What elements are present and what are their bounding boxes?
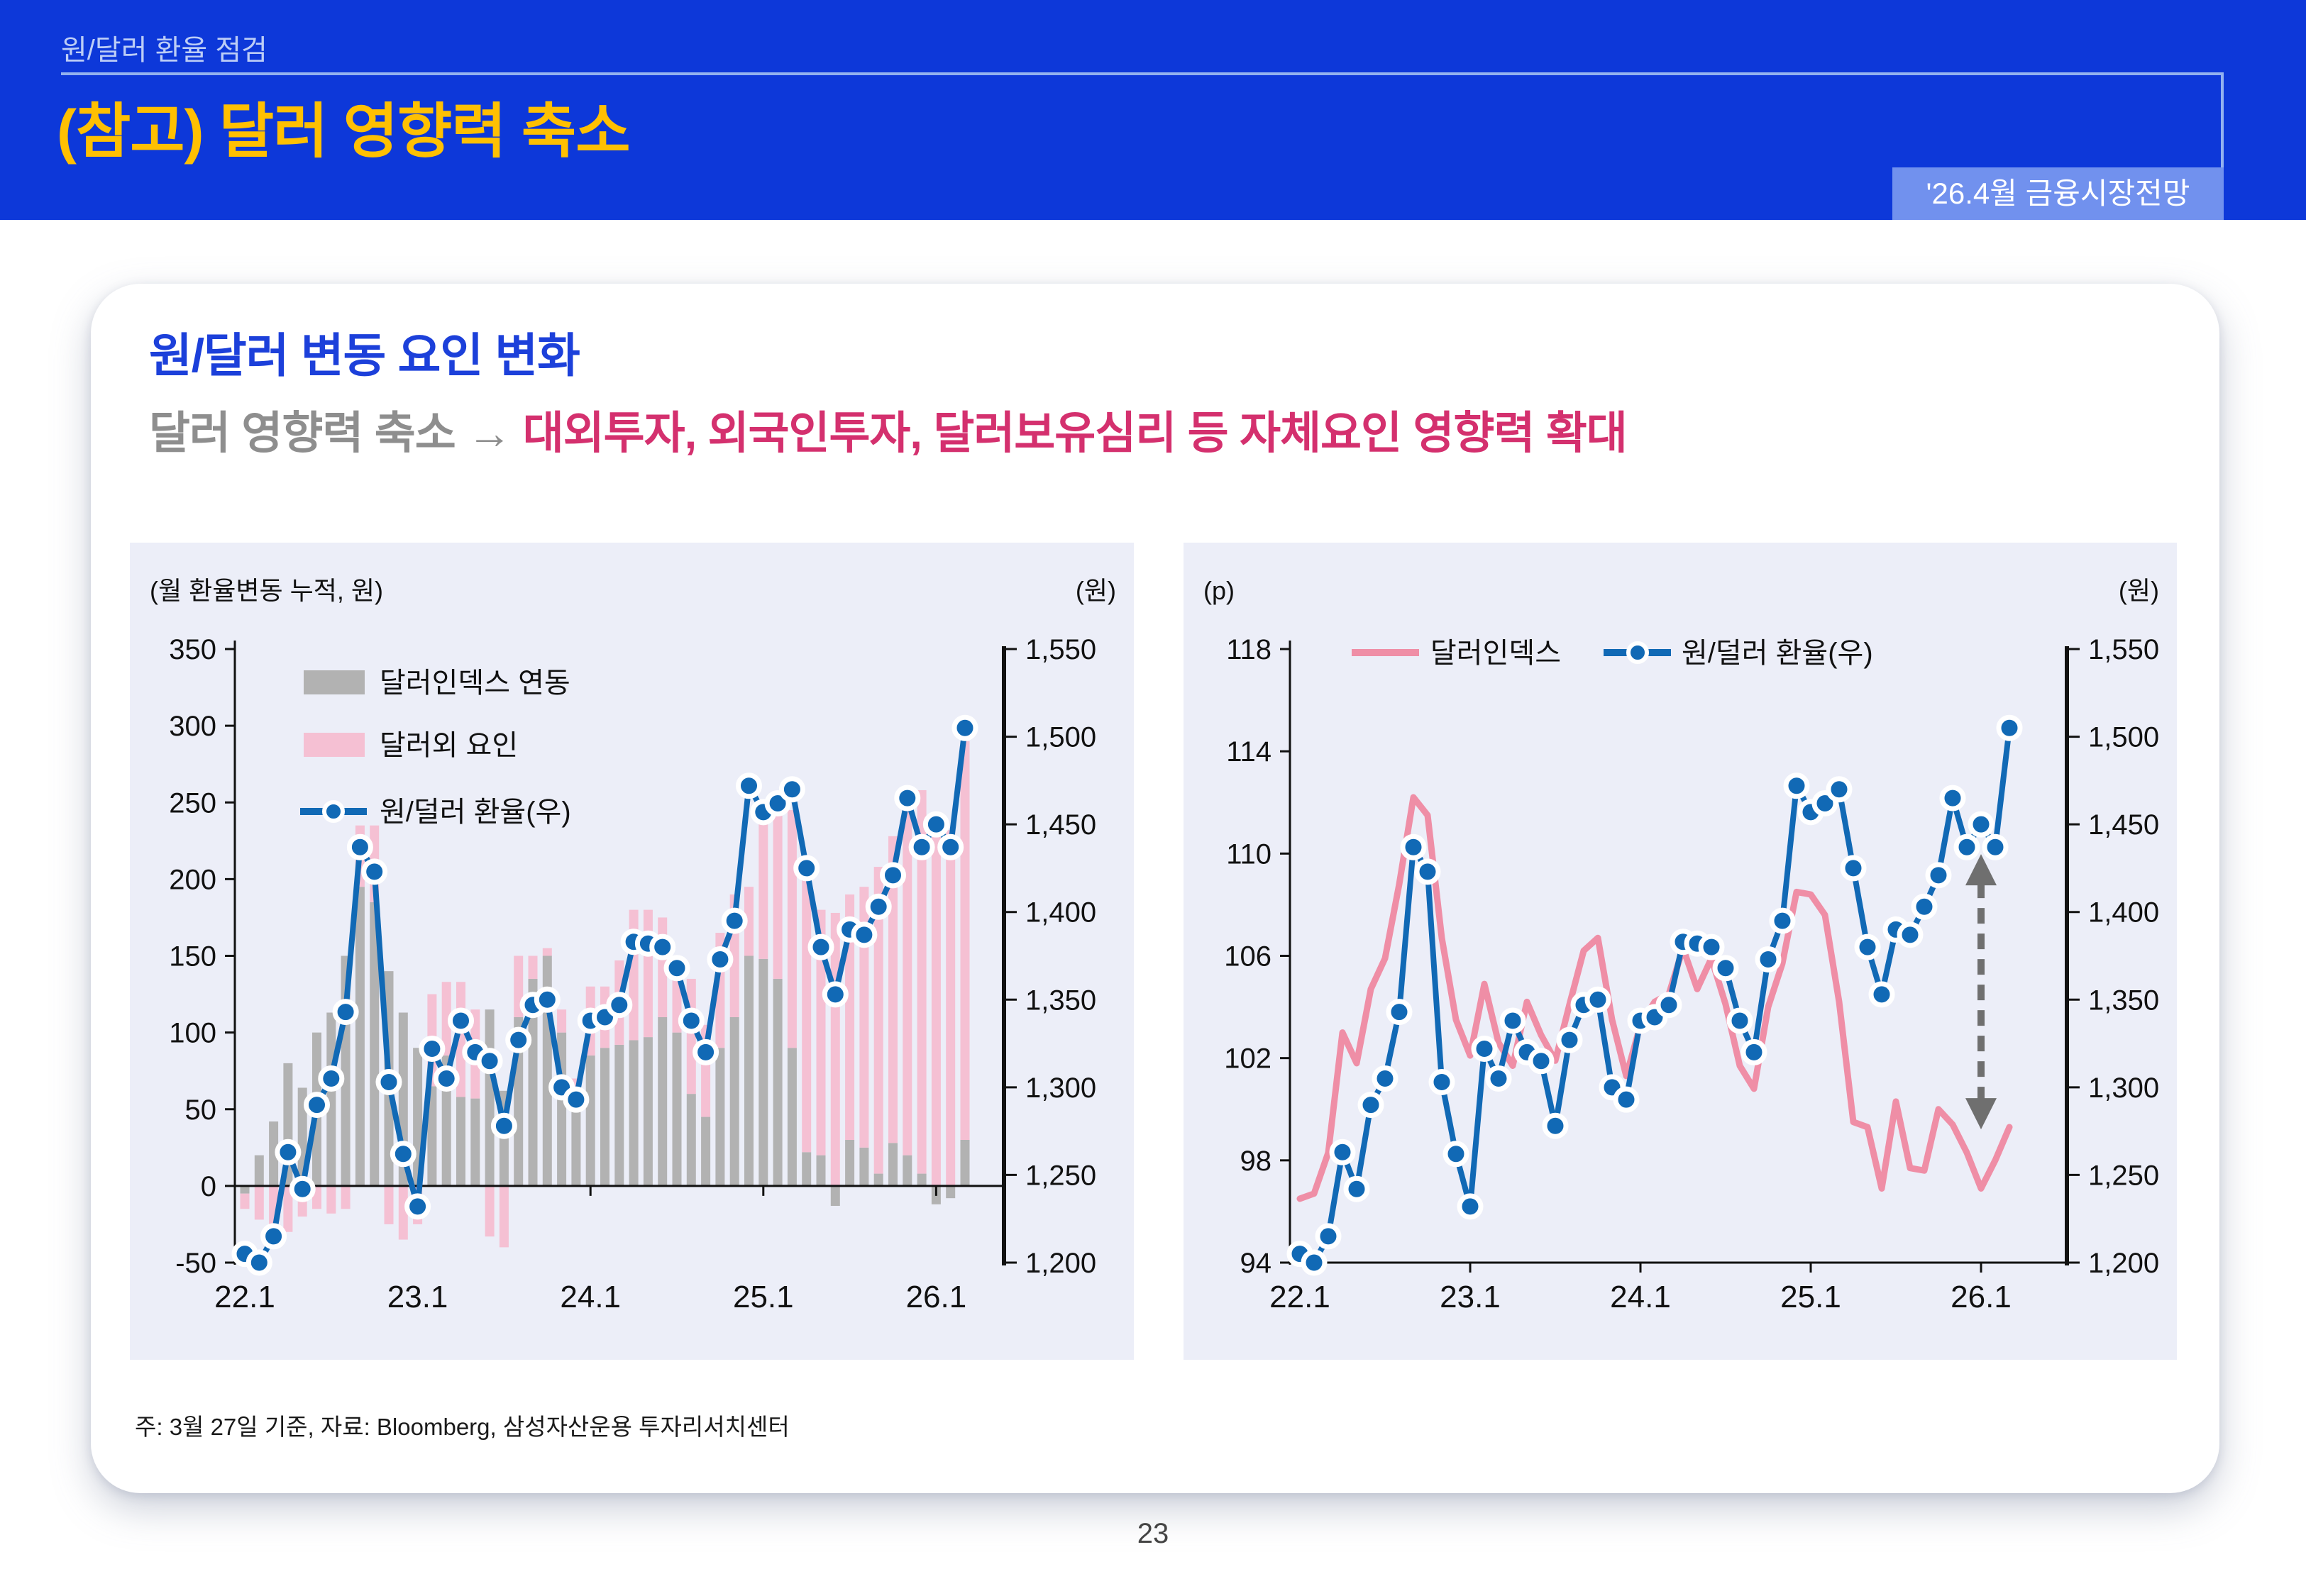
kicker-text: 원/달러 환율 점검: [61, 35, 267, 66]
header-rule: [61, 72, 2224, 75]
right-tick-label: 1,250: [2088, 1160, 2159, 1191]
right-tick-label: 1,550: [2088, 634, 2159, 665]
x-tick-label: 24.1: [560, 1280, 621, 1314]
card-subtitle-emphasis: 대외투자, 외국인투자, 달러보유심리 등 자체요인 영향력 확대: [522, 409, 1628, 458]
legend-label: 달러인덱스: [1430, 638, 1561, 669]
dollar-index-line: [1296, 794, 2013, 1202]
card-title: 원/달러 변동 요인 변화: [149, 329, 580, 382]
page-number: 23: [1137, 1518, 1169, 1549]
left-tick-label: 110: [1226, 838, 1271, 870]
right-tick-label: 1,500: [1025, 722, 1096, 753]
left-tick-label: 250: [169, 787, 216, 819]
legend-swatch-gray: [304, 670, 365, 694]
unit-left-label: (월 환율변동 누적, 원): [150, 576, 383, 605]
right-tick-label: 1,450: [1025, 809, 1096, 841]
legend-swatch-pink: [304, 733, 365, 757]
left-tick-label: -50: [175, 1248, 216, 1279]
right-tick-label: 1,300: [1025, 1073, 1096, 1104]
left-tick-label: 50: [185, 1095, 217, 1126]
right-tick-label: 1,200: [2088, 1248, 2159, 1279]
banner: 원/달러 환율 점검 (참고) 달러 영향력 축소 '26.4월 금융시장전망: [0, 0, 2306, 220]
left-tick-label: 350: [169, 634, 216, 665]
axes: -50 0 50 100 150 200 250 300 350 1,200 1,250 1,300 1…: [169, 634, 1096, 1314]
axes: 94 98 102 106 110 114 118 1,200 1,250 1,300 1,350 1…: [1224, 634, 2159, 1314]
right-tick-label: 1,550: [1025, 634, 1096, 665]
left-tick-label: 102: [1224, 1043, 1271, 1075]
legend-label: 달러외 요인: [380, 730, 518, 761]
card-subtitle: 달러 영향력 축소 → 대외투자, 외국인투자, 달러보유심리 등 자체요인 영…: [149, 397, 1628, 462]
gap-arrow: [1965, 854, 1997, 1130]
right-tick-label: 1,250: [1025, 1160, 1096, 1191]
x-tick-label: 26.1: [906, 1280, 967, 1314]
x-tick-label: 23.1: [387, 1280, 448, 1314]
legend: 달러인덱스 원/덜러 환율(우): [1352, 638, 1873, 669]
left-tick-label: 300: [169, 711, 216, 742]
right-tick-label: 1,400: [2088, 897, 2159, 929]
x-tick-label: 22.1: [214, 1280, 275, 1314]
right-tick-label: 1,200: [1025, 1248, 1096, 1279]
x-tick-label: 26.1: [1951, 1280, 2012, 1314]
unit-right-label: (원): [1076, 576, 1116, 605]
right-tick-label: 1,300: [2088, 1073, 2159, 1104]
x-tick-label: 22.1: [1269, 1280, 1330, 1314]
left-tick-label: 118: [1226, 634, 1271, 665]
left-tick-label: 94: [1240, 1248, 1272, 1279]
usdkrw-line: [1286, 714, 2023, 1276]
x-tick-label: 23.1: [1440, 1280, 1501, 1314]
left-tick-label: 200: [169, 864, 216, 895]
x-tick-label: 24.1: [1610, 1280, 1671, 1314]
slide-title: (참고) 달러 영향력 축소: [57, 98, 630, 165]
header-rule-connector: [2221, 72, 2224, 172]
content-card: 원/달러 변동 요인 변화 달러 영향력 축소 → 대외투자, 외국인투자, 달…: [91, 284, 2219, 1493]
legend-label: 원/덜러 환율(우): [1682, 638, 1873, 669]
left-tick-label: 100: [169, 1018, 216, 1049]
left-tick-label: 106: [1224, 941, 1271, 972]
source-note: 주: 3월 27일 기준, 자료: Bloomberg, 삼성자산운용 투자리서…: [135, 1414, 790, 1440]
left-tick-label: 98: [1240, 1146, 1272, 1177]
left-tick-label: 150: [169, 941, 216, 972]
edition-badge: '26.4월 금융시장전망: [1892, 167, 2224, 220]
right-tick-label: 1,350: [2088, 985, 2159, 1016]
right-tick-label: 1,350: [1025, 985, 1096, 1016]
legend-label: 원/덜러 환율(우): [380, 797, 571, 828]
left-tick-label: 0: [201, 1171, 216, 1202]
legend-label: 달러인덱스 연동: [380, 667, 570, 699]
card-subtitle-prefix: 달러 영향력 축소 →: [149, 409, 523, 458]
chart-panel-cumulative: -50 0 50 100 150 200 250 300 350 1,200 1,250 1,300 1…: [130, 543, 1134, 1360]
right-tick-label: 1,500: [2088, 722, 2159, 753]
x-tick-label: 25.1: [733, 1280, 794, 1314]
dollar-index-vs-fx-chart: 94 98 102 106 110 114 118 1,200 1,250 1,300 1,350 1…: [1203, 576, 2159, 1314]
right-tick-label: 1,400: [1025, 897, 1096, 929]
unit-left-label: (p): [1203, 576, 1235, 605]
unit-right-label: (원): [2119, 576, 2159, 605]
x-tick-label: 25.1: [1780, 1280, 1841, 1314]
cumulative-fx-change-chart: -50 0 50 100 150 200 250 300 350 1,200 1,250 1,300 1…: [150, 576, 1116, 1314]
right-tick-label: 1,450: [2088, 809, 2159, 841]
usdkrw-line: [231, 714, 978, 1276]
left-tick-label: 114: [1226, 736, 1271, 767]
chart-panel-index-vs-fx: 94 98 102 106 110 114 118 1,200 1,250 1,300 1,350 1…: [1184, 543, 2177, 1360]
